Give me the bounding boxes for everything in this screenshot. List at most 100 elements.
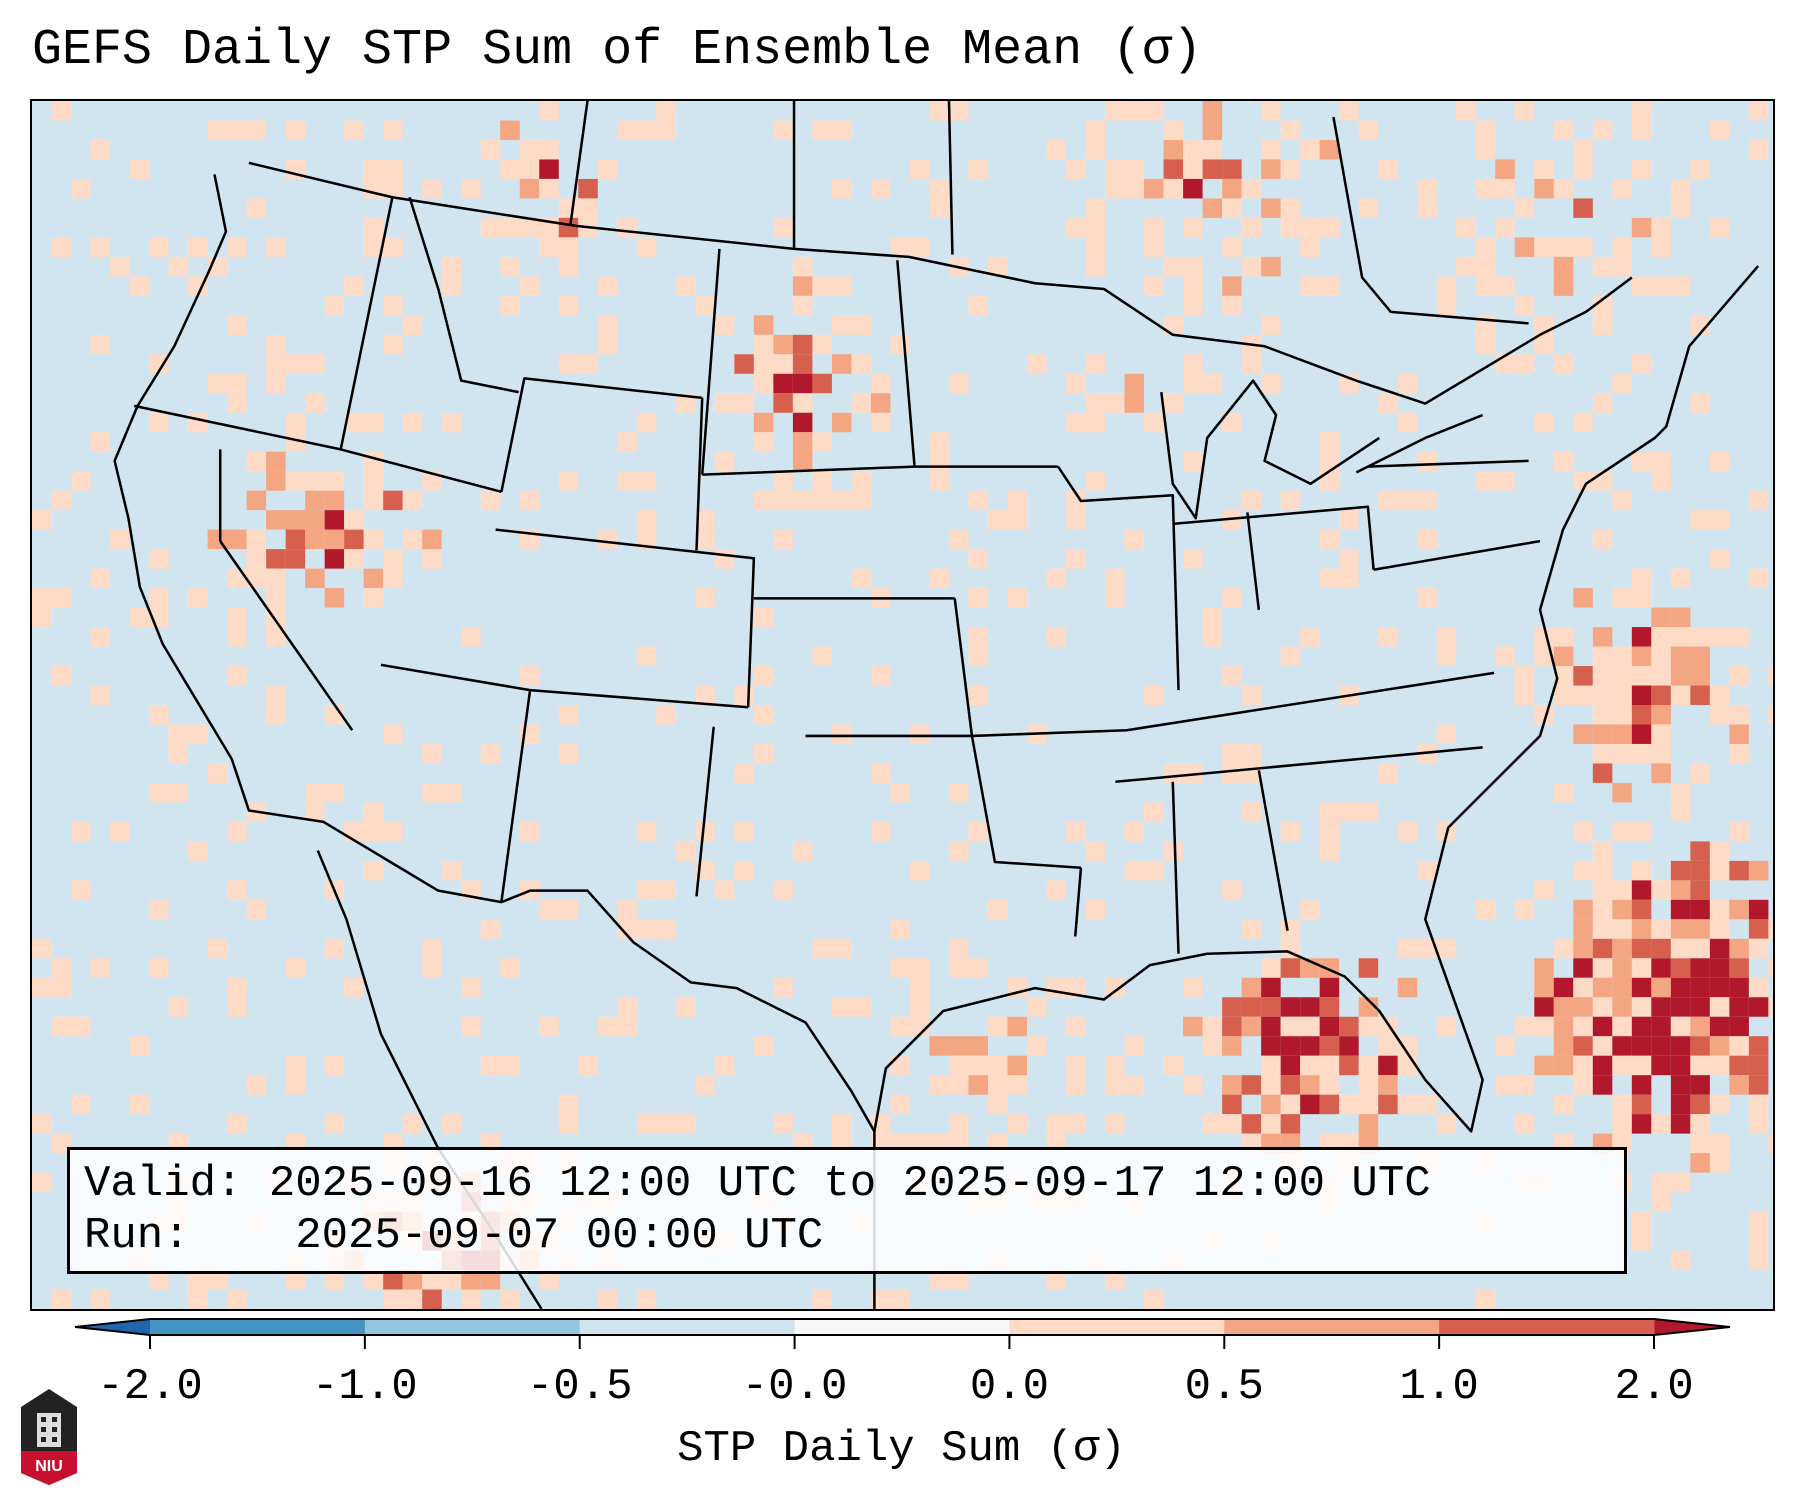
field-cell — [1651, 880, 1671, 900]
field-cell — [1553, 1036, 1574, 1056]
field-cell — [1339, 101, 1359, 121]
field-cell — [753, 607, 774, 628]
field-cell — [1124, 860, 1145, 881]
field-cell — [1670, 646, 1691, 667]
field-cell — [1085, 471, 1106, 491]
field-cell — [1319, 1055, 1340, 1076]
field-cell — [1709, 549, 1730, 569]
field-cell — [305, 393, 325, 413]
field-cell — [1534, 977, 1554, 998]
field-cell — [1261, 159, 1281, 179]
field-cell — [285, 471, 306, 491]
field-cell — [1300, 237, 1320, 257]
field-cell — [1046, 880, 1067, 900]
field-cell — [402, 1289, 423, 1309]
field-cell — [558, 237, 579, 257]
field-cell — [1748, 1250, 1769, 1271]
field-cell — [422, 529, 442, 550]
field-cell — [1690, 997, 1710, 1017]
field-cell — [149, 237, 169, 257]
field-cell — [1417, 860, 1437, 881]
field-cell — [714, 1055, 735, 1076]
field-cell — [1261, 373, 1281, 394]
field-cell — [1007, 1114, 1028, 1134]
field-cell — [383, 1289, 403, 1309]
field-cell — [1417, 529, 1437, 550]
field-cell — [188, 588, 208, 608]
field-cell — [851, 315, 871, 335]
field-cell — [1417, 178, 1437, 199]
field-cell — [968, 490, 989, 511]
field-cell — [1339, 802, 1359, 822]
field-cell — [1475, 139, 1496, 160]
field-cell — [227, 1114, 247, 1134]
field-cell — [1553, 256, 1574, 277]
field-cell — [558, 743, 579, 764]
field-cell — [1319, 841, 1340, 861]
field-cell — [480, 217, 501, 238]
field-cell — [1163, 256, 1184, 277]
field-cell — [1222, 997, 1242, 1017]
field-cell — [831, 276, 852, 296]
field-cell — [1358, 802, 1379, 822]
field-cell — [1651, 276, 1671, 296]
field-cell — [1046, 627, 1067, 647]
field-cell — [909, 724, 930, 744]
field-cell — [792, 393, 813, 413]
field-cell — [539, 159, 559, 179]
field-cell — [1631, 860, 1652, 881]
field-cell — [753, 666, 774, 686]
field-cell — [246, 529, 267, 550]
field-cell — [695, 588, 715, 608]
field-cell — [1280, 1016, 1301, 1037]
field-cell — [227, 1289, 247, 1309]
field-cell — [1144, 101, 1164, 121]
field-cell — [305, 802, 325, 822]
field-cell — [831, 412, 852, 433]
field-cell — [1553, 451, 1574, 472]
field-cell — [1066, 1114, 1086, 1134]
field-cell — [266, 685, 286, 705]
field-cell — [402, 1114, 423, 1134]
field-cell — [363, 490, 384, 511]
field-cell — [870, 178, 891, 199]
field-cell — [246, 549, 267, 569]
field-cell — [1573, 724, 1593, 744]
field-cell — [1514, 685, 1535, 705]
field-cell — [1222, 1016, 1242, 1037]
field-cell — [1729, 743, 1749, 764]
field-cell — [1183, 451, 1203, 472]
field-cell — [597, 1289, 618, 1309]
field-cell — [324, 588, 345, 608]
field-cell — [1612, 178, 1632, 199]
field-cell — [168, 782, 189, 803]
field-cell — [675, 841, 696, 861]
field-cell — [461, 627, 481, 647]
field-cell — [812, 938, 832, 959]
field-cell — [1709, 919, 1730, 939]
field-cell — [714, 315, 735, 335]
field-cell — [441, 256, 462, 277]
field-cell — [1085, 899, 1106, 920]
field-cell — [1280, 646, 1301, 667]
field-cell — [1690, 315, 1710, 335]
field-cell — [227, 237, 247, 257]
field-cell — [305, 354, 325, 374]
field-cell — [266, 627, 286, 647]
field-cell — [266, 237, 286, 257]
field-cell — [519, 139, 540, 160]
field-cell — [1144, 276, 1164, 296]
field-cell — [1690, 1094, 1710, 1115]
field-cell — [383, 568, 403, 589]
field-cell — [1690, 685, 1710, 705]
field-cell — [363, 529, 384, 550]
field-cell — [558, 256, 579, 277]
field-cell — [1748, 860, 1769, 881]
field-cell — [1592, 295, 1613, 316]
field-cell — [929, 178, 949, 199]
field-cell — [753, 354, 774, 374]
field-cell — [617, 471, 637, 491]
field-cell — [929, 471, 949, 491]
field-cell — [636, 510, 657, 530]
field-cell — [480, 139, 501, 160]
